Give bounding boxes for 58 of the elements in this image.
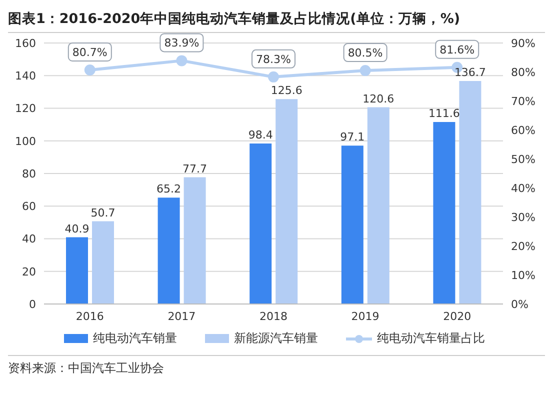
- x-tick-label: 2017: [168, 310, 196, 323]
- y2-tick-label: 20%: [511, 240, 536, 253]
- y2-tick-label: 40%: [511, 182, 536, 195]
- bar: [433, 122, 456, 304]
- y-tick-label: 60: [22, 200, 36, 214]
- data-label: 78.3%: [256, 52, 291, 66]
- y-tick-label: 20: [22, 265, 36, 278]
- x-tick-label: 2019: [351, 310, 380, 323]
- chart-title: 图表1：2016-2020年中国纯电动汽车销量及占比情况(单位：万辆，%): [8, 8, 545, 33]
- bar: [276, 99, 298, 304]
- data-label: 97.1: [340, 130, 365, 144]
- y-tick-label: 100: [15, 134, 36, 148]
- y2-tick-label: 60%: [511, 124, 536, 137]
- data-label: 83.9%: [164, 36, 200, 50]
- y2-tick-label: 50%: [511, 152, 536, 166]
- point: [360, 65, 371, 76]
- y2-tick-label: 80%: [511, 66, 536, 79]
- data-label: 80.7%: [72, 46, 108, 59]
- y-tick-label: 120: [15, 102, 36, 116]
- bar: [250, 143, 272, 304]
- y2-tick-label: 0%: [511, 298, 528, 311]
- bar: [66, 237, 88, 304]
- bar: [158, 198, 180, 304]
- y2-tick-label: 70%: [511, 94, 536, 108]
- legend-label: 新能源汽车销量: [233, 330, 318, 347]
- legend-label: 纯电动汽车销量占比: [376, 330, 485, 347]
- point: [84, 64, 96, 76]
- text: 资料来源：中国汽车工业协会: [8, 355, 545, 377]
- bar: [184, 177, 206, 304]
- data-label: 77.7: [182, 162, 208, 176]
- bar: [92, 221, 114, 304]
- data-label: 50.7: [90, 206, 116, 220]
- data-label: 40.9: [64, 222, 90, 236]
- data-label: 80.5%: [348, 46, 383, 60]
- y2-tick-label: 10%: [511, 268, 536, 282]
- data-label: 125.6: [270, 84, 302, 98]
- x-tick-label: 2016: [76, 310, 104, 323]
- data-label: 81.6%: [440, 43, 475, 56]
- data-label: 98.4: [248, 128, 273, 142]
- y-tick-label: 40: [22, 232, 36, 246]
- bar: [341, 146, 364, 304]
- y2-tick-label: 90%: [511, 36, 536, 50]
- y-tick-label: 140: [15, 70, 36, 83]
- bar: [459, 81, 482, 304]
- data-label: 65.2: [156, 182, 182, 196]
- data-label: 120.6: [362, 92, 394, 106]
- y-tick-label: 80: [22, 167, 36, 180]
- point: [176, 55, 188, 66]
- y-tick-label: 0: [29, 298, 36, 311]
- data-label: 111.6: [428, 106, 460, 120]
- x-tick-label: 2018: [260, 310, 288, 323]
- y-tick-label: 160: [15, 36, 36, 50]
- y2-tick-label: 30%: [511, 210, 536, 224]
- bar: [367, 107, 390, 304]
- legend-label: 纯电动汽车销量: [92, 330, 177, 347]
- x-tick-label: 2020: [443, 310, 472, 323]
- point: [268, 71, 279, 82]
- data-label: 136.7: [454, 66, 486, 80]
